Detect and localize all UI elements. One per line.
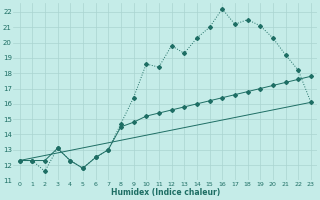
X-axis label: Humidex (Indice chaleur): Humidex (Indice chaleur) [111,188,220,197]
